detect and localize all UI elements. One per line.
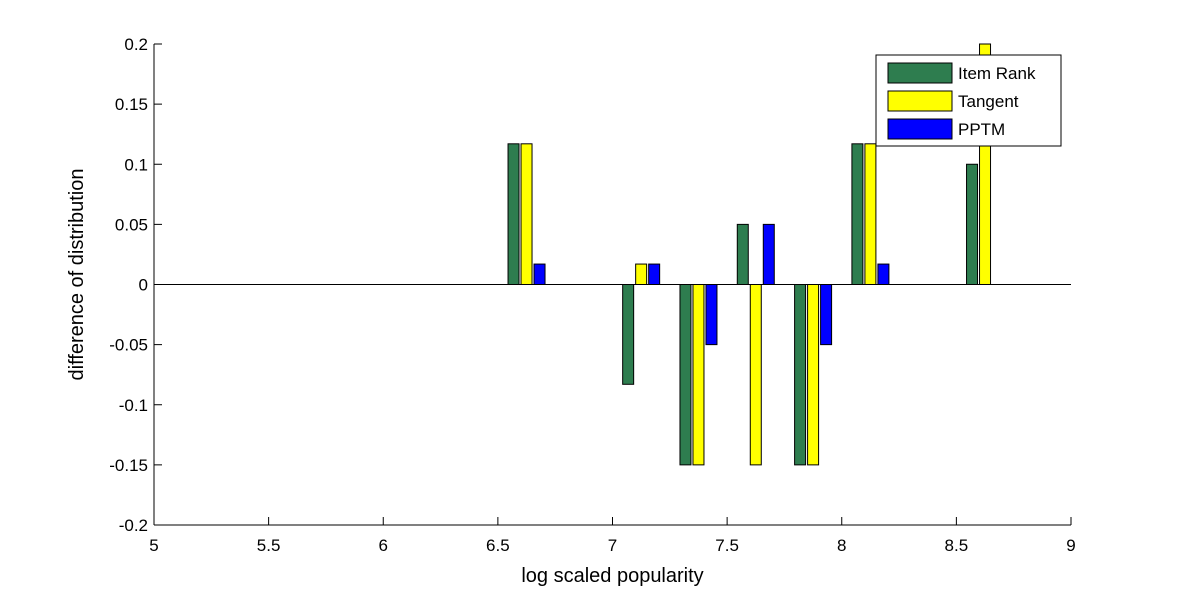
bar-tangent-2 <box>692 284 705 466</box>
axes-group: 5 5.5 6 6.5 7 7.5 8 8.5 9 -0.2 -0.15 -0.1 -0.05 0 0.05… <box>109 35 1075 555</box>
bar-item-rank-3 <box>736 223 749 285</box>
legend-swatch <box>887 90 953 112</box>
bar-item-rank-5 <box>851 143 864 285</box>
legend-swatch <box>887 62 953 84</box>
x-tick-label: 5 <box>149 536 158 555</box>
bar-tangent-1 <box>635 263 648 285</box>
bar-tangent-4 <box>807 284 820 466</box>
y-tick-label: -0.15 <box>109 456 148 475</box>
bar-item-rank-0 <box>507 143 520 285</box>
bar-pptm-3 <box>762 223 775 285</box>
x-tick-label: 9 <box>1066 536 1075 555</box>
y-tick-label: -0.05 <box>109 336 148 355</box>
legend-swatch <box>887 118 953 140</box>
bars-group <box>507 43 992 466</box>
bar-item-rank-6 <box>966 163 979 285</box>
x-tick-label: 6.5 <box>486 536 510 555</box>
bar-tangent-3 <box>749 284 762 466</box>
legend: Item Rank Tangent PPTM <box>875 54 1062 147</box>
x-tick-label: 7 <box>608 536 617 555</box>
x-tick-label: 8 <box>837 536 846 555</box>
bar-item-rank-1 <box>622 284 635 385</box>
bar-item-rank-2 <box>679 284 692 466</box>
legend-label: Item Rank <box>958 64 1036 83</box>
x-tick-label: 8.5 <box>945 536 969 555</box>
y-tick-label: 0 <box>139 276 148 295</box>
bar-item-rank-4 <box>794 284 807 466</box>
bar-pptm-2 <box>705 284 718 346</box>
y-tick-label: -0.1 <box>119 396 148 415</box>
y-axis-label: difference of distribution <box>66 169 88 381</box>
bar-tangent-0 <box>520 143 533 285</box>
bar-pptm-0 <box>533 263 546 285</box>
x-tick-label: 7.5 <box>715 536 739 555</box>
bar-pptm-1 <box>648 263 661 285</box>
y-tick-label: 0.05 <box>115 215 148 234</box>
x-axis-label: log scaled popularity <box>521 565 703 587</box>
bar-pptm-4 <box>820 284 833 346</box>
y-tick-label: 0.2 <box>124 35 148 54</box>
y-tick-label: -0.2 <box>119 516 148 535</box>
x-tick-label: 5.5 <box>257 536 281 555</box>
y-tick-label: 0.15 <box>115 95 148 114</box>
legend-label: Tangent <box>958 92 1019 111</box>
y-tick-label: 0.1 <box>124 155 148 174</box>
bar-tangent-5 <box>864 143 877 285</box>
legend-label: PPTM <box>958 120 1005 139</box>
bar-pptm-5 <box>877 263 890 285</box>
x-tick-label: 6 <box>379 536 388 555</box>
